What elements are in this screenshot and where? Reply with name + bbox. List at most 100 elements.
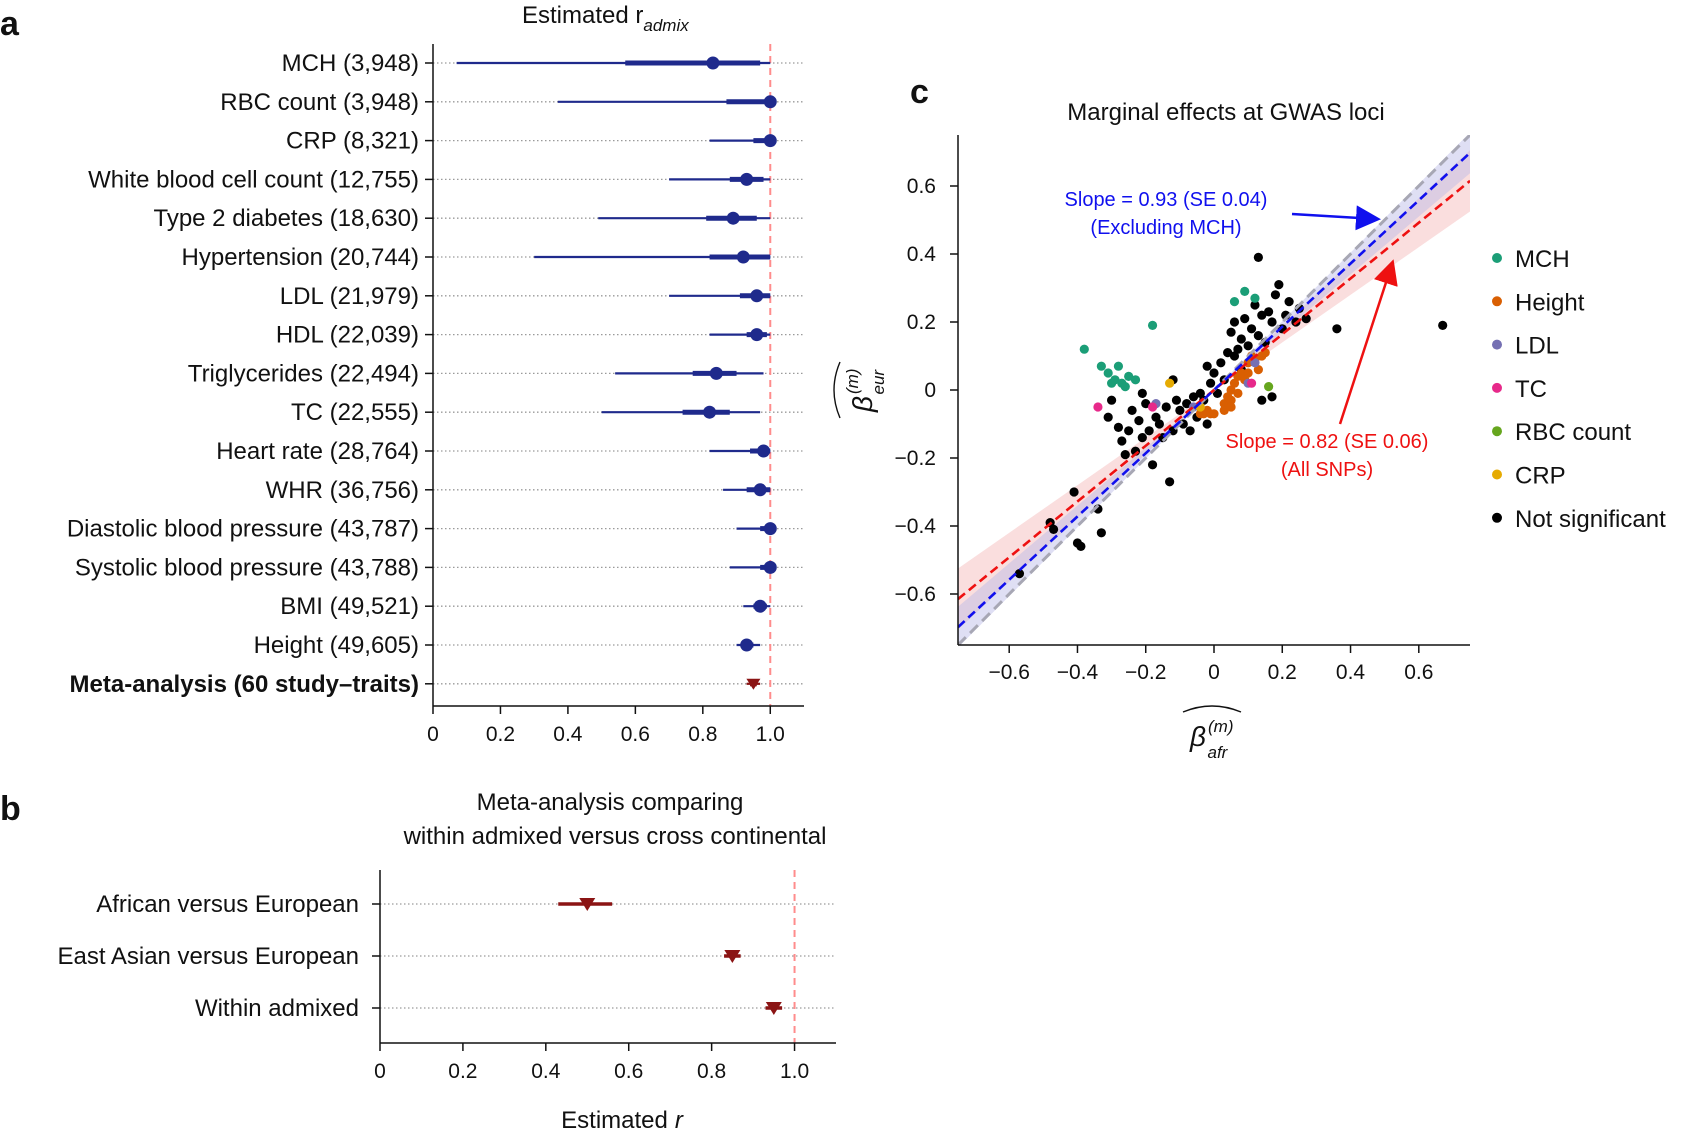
estimate-triglycerides-22-494: [709, 366, 723, 380]
panel-a-estimates: [456, 56, 777, 690]
estimate-height-49-605: [740, 638, 754, 652]
point-mch-12: [1240, 286, 1250, 296]
point-not-significant-17: [1137, 433, 1147, 443]
point-not-significant-66: [1332, 324, 1342, 334]
panel-a-x-ticks: 0 0.2 0.4 0.6 0.8 1.0: [427, 706, 785, 746]
point-not-significant-7: [1096, 528, 1106, 538]
point-not-significant-24: [1161, 402, 1171, 412]
panel-b-row-labels: African versus European East Asian versus…: [57, 891, 359, 1022]
x-tick-label-5: 1.0: [756, 723, 785, 746]
point-not-significant-70: [1202, 361, 1212, 371]
point-not-significant-43: [1226, 327, 1236, 337]
panel-c-y-axis-title: β (m) eur: [833, 361, 888, 419]
estimate-african-versus-european: [579, 898, 596, 911]
point-mch-11: [1229, 297, 1240, 307]
point-not-significant-49: [1243, 341, 1253, 351]
y-tick-label-6: 0.6: [907, 175, 936, 198]
estimate-hypertension-20-744: [736, 250, 750, 264]
legend-marker-rbc-count: [1492, 426, 1502, 437]
point-ldl-3: [1250, 358, 1260, 368]
estimate-crp-8-321: [763, 134, 777, 148]
x-tick-label-1: 0.2: [486, 723, 515, 746]
x-tick-label-0: −0.6: [988, 661, 1029, 684]
estimate-systolic-blood-pressure-43-788: [763, 560, 777, 574]
estimate-within-admixed: [765, 1002, 782, 1015]
point-mch-10: [1147, 320, 1158, 330]
point-not-significant-48: [1240, 314, 1250, 324]
x-tick-label-4: 0.2: [1268, 661, 1297, 684]
point-not-significant-27: [1171, 395, 1182, 405]
panel-a-letter: a: [0, 5, 20, 43]
panel-c-scatter-plot: Marginal effects at GWAS loci −0.6 −0.4 −0…: [833, 99, 1666, 762]
panel-c-title: Marginal effects at GWAS loci: [1067, 99, 1384, 126]
x-tick-label-4: 0.8: [697, 1060, 726, 1083]
point-mch-13: [1250, 293, 1260, 303]
panel-b-x-ticks: 0 0.2 0.4 0.6 0.8 1.0: [374, 1043, 809, 1083]
legend-marker-mch: [1492, 253, 1502, 263]
estimate-bmi-49-521: [753, 599, 767, 613]
point-not-significant-2: [1048, 524, 1059, 535]
x-axis-title-text: β (m) afr: [1189, 717, 1233, 762]
estimate-whr-36-756: [753, 483, 767, 497]
point-height-7: [1226, 385, 1236, 395]
panel-a-title: Estimated radmix: [522, 2, 689, 35]
row-label-bmi-49-521: BMI (49,521): [280, 593, 419, 620]
y-axis-title-beta: β: [847, 396, 878, 413]
point-not-significant-0: [1014, 569, 1025, 579]
row-label-east-asian-versus-european: East Asian versus European: [57, 943, 359, 970]
panel-c-legend: MCH Height LDL TC RBC count CRP Not significan…: [1492, 246, 1666, 533]
point-not-significant-20: [1147, 460, 1158, 470]
y-tick-label-5: 0.4: [907, 243, 937, 266]
legend-label-ldl: LDL: [1515, 333, 1559, 360]
panel-b-x-axis-title-italic: r: [675, 1107, 684, 1132]
legend-label-not-significant: Not significant: [1515, 506, 1666, 533]
legend-marker-not-significant: [1492, 512, 1502, 523]
point-not-significant-57: [1267, 317, 1277, 327]
point-rbc-count-0: [1264, 382, 1274, 392]
point-mch-8: [1124, 371, 1134, 381]
row-label-whr-36-756: WHR (36,756): [266, 477, 419, 504]
point-not-significant-32: [1188, 392, 1199, 402]
panel-b-estimates: [558, 898, 783, 1015]
panel-b-row-gridlines: [380, 903, 836, 1009]
point-height-22: [1226, 402, 1236, 412]
x-tick-label-5: 1.0: [780, 1060, 809, 1083]
point-not-significant-30: [1182, 399, 1192, 409]
estimate-type-2-diabetes-18-630: [726, 211, 740, 225]
point-not-significant-58: [1270, 290, 1281, 300]
estimate-heart-rate-28-764: [757, 444, 771, 458]
x-axis-title-sup: (m): [1208, 717, 1233, 736]
y-tick-label-1: −0.4: [895, 515, 937, 538]
point-not-significant-62: [1284, 297, 1294, 307]
point-not-significant-19: [1144, 426, 1154, 436]
legend-label-mch: MCH: [1515, 246, 1570, 273]
point-not-significant-25: [1165, 477, 1175, 487]
x-tick-label-3: 0.6: [621, 723, 650, 746]
legend-label-rbc-count: RBC count: [1515, 419, 1631, 446]
point-mch-2: [1103, 368, 1113, 378]
panel-b-forest-plot: Meta-analysis comparing within admixed v…: [57, 789, 836, 1132]
point-not-significant-31: [1185, 426, 1195, 436]
estimate-tc-22-555: [703, 405, 717, 419]
legend-marker-ldl: [1492, 339, 1502, 350]
point-tc-1: [1147, 402, 1158, 412]
estimate-mch-3-948: [706, 56, 720, 70]
red-slope-annotation: Slope = 0.82 (SE 0.06): [1226, 431, 1429, 453]
panel-a-y-ticks: [425, 62, 433, 685]
point-not-significant-10: [1113, 422, 1124, 432]
row-label-rbc-count-3-948: RBC count (3,948): [220, 89, 419, 116]
point-not-significant-42: [1223, 348, 1233, 358]
point-tc-2: [1246, 378, 1257, 388]
point-not-significant-37: [1205, 378, 1216, 388]
point-not-significant-28: [1175, 405, 1185, 415]
estimate-rbc-count-3-948: [763, 95, 777, 109]
point-mch-0: [1079, 344, 1089, 354]
point-height-14: [1243, 368, 1253, 378]
row-label-heart-rate-28-764: Heart rate (28,764): [216, 438, 419, 465]
row-label-type-2-diabetes-18-630: Type 2 diabetes (18,630): [153, 205, 419, 232]
row-label-white-blood-cell-count-12-755: White blood cell count (12,755): [88, 166, 419, 193]
x-tick-label-5: 0.4: [1336, 661, 1366, 684]
point-not-significant-36: [1202, 419, 1212, 429]
point-not-significant-65: [1301, 314, 1311, 324]
point-not-significant-73: [1137, 388, 1147, 398]
